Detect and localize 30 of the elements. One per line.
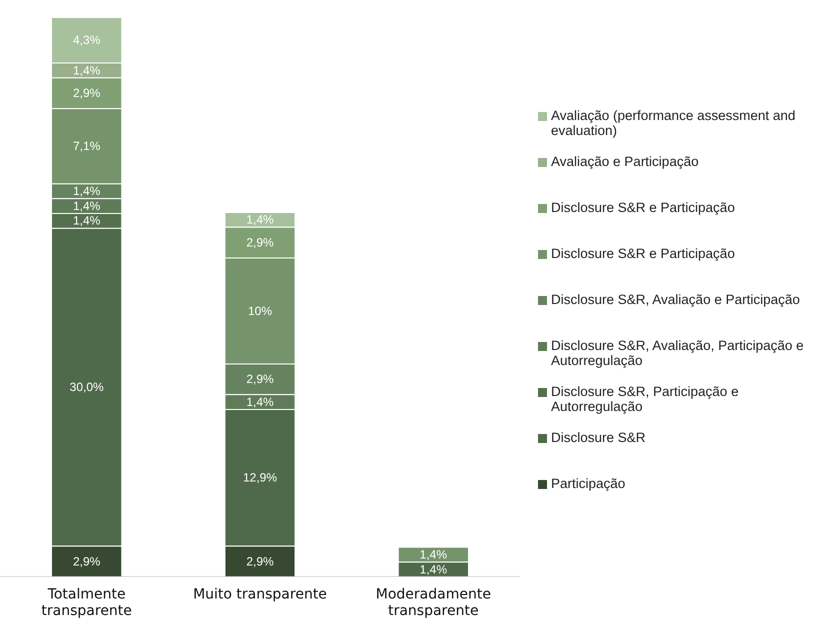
- data-label: 2,9%: [72, 86, 101, 100]
- data-label: 1,4%: [420, 562, 448, 576]
- legend-label: Avaliação e Participação: [551, 154, 699, 169]
- data-label: 4,3%: [72, 33, 101, 48]
- data-label: 1,4%: [72, 214, 101, 228]
- data-label: 2,9%: [72, 554, 101, 568]
- data-label: 10%: [248, 304, 272, 318]
- legend-label: Disclosure S&R, Avaliação, Participação e Autorregulação: [551, 338, 805, 368]
- legend-label: Participação: [551, 476, 626, 491]
- legend-label: Disclosure S&R, Avaliação e Participação: [551, 292, 800, 307]
- data-label: 30,0%: [70, 380, 104, 394]
- x-tick-label: Moderadamente transparente: [376, 586, 491, 620]
- data-label: 2,9%: [246, 372, 274, 386]
- data-label: 2,9%: [246, 235, 274, 250]
- legend-label: Disclosure S&R e Participação: [551, 200, 735, 215]
- data-label: 12,9%: [242, 470, 278, 485]
- x-tick-label: Muito transparente: [193, 586, 327, 602]
- data-label: 1,4%: [246, 212, 274, 227]
- data-label: 1,4%: [72, 63, 101, 78]
- data-label: 1,4%: [72, 184, 101, 198]
- data-label: 7,1%: [72, 139, 101, 154]
- data-label: 1,4%: [72, 198, 101, 213]
- data-label: 1,4%: [246, 394, 274, 409]
- legend-label: Avaliação (performance assessment and evaluation): [551, 108, 796, 138]
- data-label: 2,9%: [246, 554, 274, 568]
- data-label: 1,4%: [420, 547, 448, 562]
- legend-label: Disclosure S&R: [551, 430, 646, 445]
- legend-label: Disclosure S&R, Participação e Autorregulação: [551, 384, 740, 414]
- legend-label: Disclosure S&R e Participação: [551, 246, 735, 261]
- x-tick-label: Totalmente transparente: [41, 586, 132, 620]
